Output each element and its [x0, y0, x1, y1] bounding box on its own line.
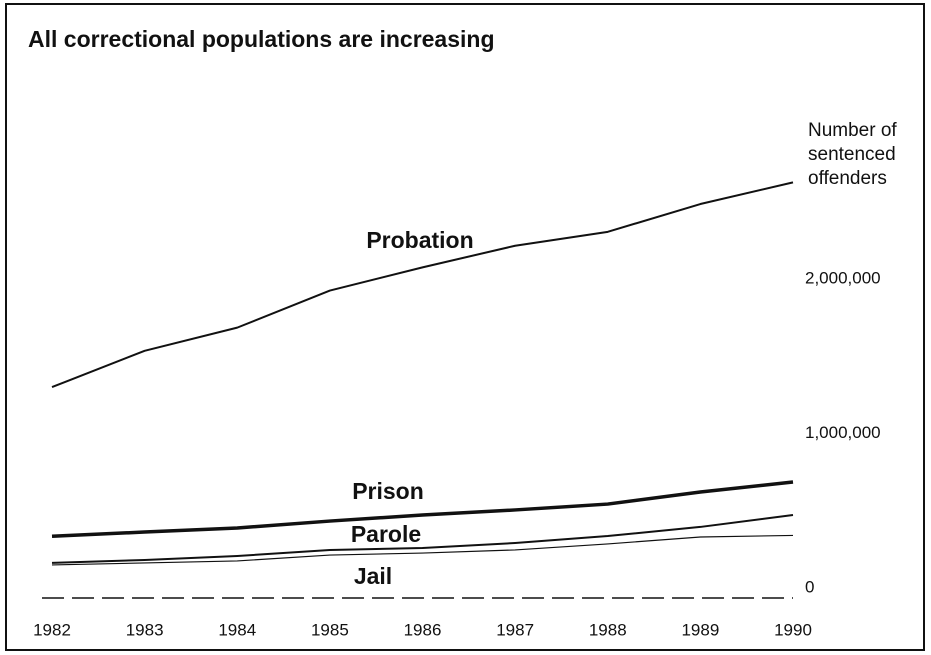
chart-title: All correctional populations are increas…	[28, 26, 495, 52]
frame	[5, 3, 925, 651]
x-tick-label: 1982	[33, 620, 71, 639]
x-tick-label: 1984	[218, 620, 256, 639]
x-tick-label: 1988	[589, 620, 627, 639]
series-label: Parole	[351, 521, 421, 547]
x-tick-label: 1983	[126, 620, 164, 639]
x-tick-label: 1987	[496, 620, 534, 639]
series-line	[51, 480, 794, 538]
series-label: Jail	[354, 563, 392, 589]
y-axis-label: offenders	[808, 168, 887, 189]
series-line	[51, 181, 794, 389]
x-tick-label: 1989	[681, 620, 719, 639]
x-tick-label: 1986	[404, 620, 442, 639]
y-tick-label: 0	[805, 577, 814, 596]
y-axis-label: Number of	[808, 120, 897, 141]
series-line	[51, 534, 794, 566]
y-axis-label: sentenced	[808, 144, 896, 165]
series-line	[51, 514, 794, 564]
series-label: Prison	[352, 478, 424, 504]
series-label: Probation	[366, 227, 473, 253]
y-tick-label: 1,000,000	[805, 423, 881, 442]
x-tick-label: 1985	[311, 620, 349, 639]
y-tick-label: 2,000,000	[805, 268, 881, 287]
x-tick-label: 1990	[774, 620, 812, 639]
